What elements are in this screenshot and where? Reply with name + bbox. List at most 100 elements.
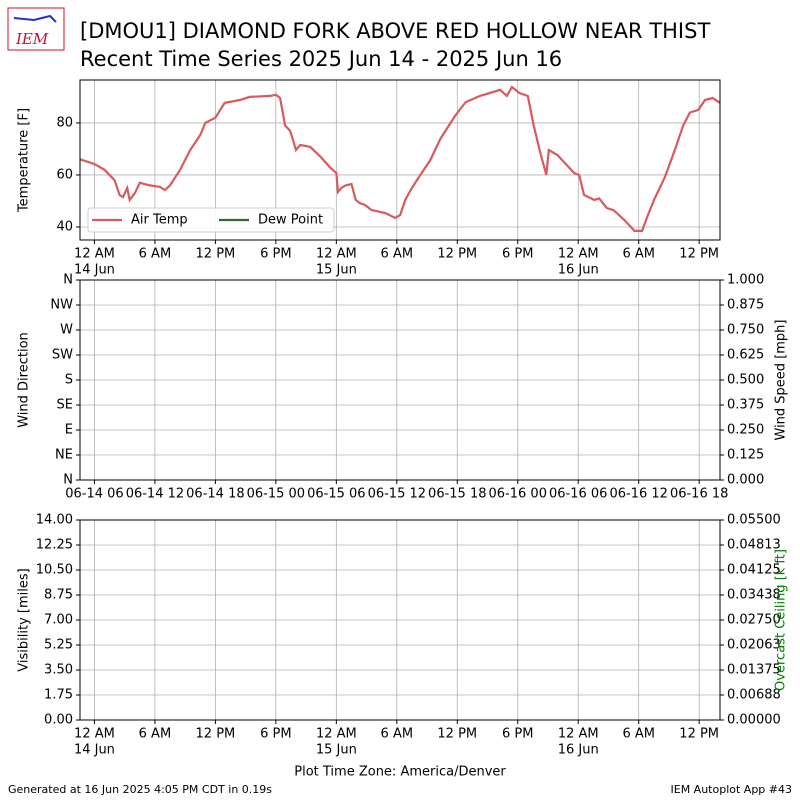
y-tick-label: 14.00 (36, 513, 73, 528)
y2-tick-label: 0.01375 (727, 663, 781, 678)
x-tick-label: 12 AM (558, 727, 599, 742)
plot-frame (79, 279, 721, 481)
x-tick-date: 15 Jun (316, 263, 357, 278)
x-tick-label: 12 PM (679, 727, 719, 742)
y-tick-label: 3.50 (44, 663, 73, 678)
y-tick-label: N (63, 273, 73, 288)
x-tick-label: 6 PM (260, 247, 291, 262)
y-axis-label: Wind Direction (17, 332, 32, 428)
y2-tick-label: 0.000 (727, 473, 764, 488)
y-tick-label: 12.25 (36, 538, 73, 553)
y-tick-label: NW (50, 298, 73, 313)
y2-tick-label: 0.250 (727, 423, 764, 438)
chart-title: [DMOU1] DIAMOND FORK ABOVE RED HOLLOW NE… (80, 19, 710, 43)
y-tick-label: 5.25 (44, 638, 73, 653)
x-tick-label: 06-16 12 (609, 487, 667, 502)
x-tick-label: 6 PM (502, 727, 533, 742)
y2-tick-label: 0.00688 (727, 688, 781, 703)
x-tick-label: 06-16 06 (549, 487, 607, 502)
x-tick-label: 12 PM (437, 727, 477, 742)
y2-tick-label: 0.875 (727, 298, 764, 313)
y-axis-label: Visibility [miles] (17, 568, 32, 671)
y2-tick-label: 0.04813 (727, 538, 781, 553)
x-tick-label: 12 AM (74, 727, 115, 742)
y-tick-label: E (65, 423, 73, 438)
x-tick-label: 06-16 18 (670, 487, 728, 502)
y2-tick-label: 0.03438 (727, 588, 781, 603)
y-tick-label: NE (55, 448, 73, 463)
y2-tick-label: 0.500 (727, 373, 764, 388)
x-tick-label: 06-15 18 (428, 487, 486, 502)
y2-tick-label: 0.04125 (727, 563, 781, 578)
x-tick-label: 6 AM (139, 247, 172, 262)
logo: IEM (7, 7, 65, 51)
x-axis-label: Plot Time Zone: America/Denver (294, 765, 506, 780)
legend: Air Temp Dew Point (87, 207, 335, 233)
x-tick-label: 6 AM (622, 247, 655, 262)
x-tick-date: 14 Jun (74, 263, 115, 278)
legend-label: Air Temp (131, 213, 188, 228)
x-tick-label: 12 AM (558, 247, 599, 262)
logo-icon (13, 14, 57, 23)
y-tick-label: N (63, 473, 73, 488)
y2-tick-label: 0.05500 (727, 513, 781, 528)
x-tick-label: 12 PM (196, 727, 236, 742)
y2-tick-label: 0.125 (727, 448, 764, 463)
x-tick-label: 06-16 00 (489, 487, 547, 502)
panel: N NE E SE S SW W NW N 0.000 0.125 0.250 0.375 0.500 0.… (17, 273, 789, 502)
x-tick-label: 6 PM (260, 727, 291, 742)
y-tick-label: 60 (56, 167, 73, 182)
plot-frame (79, 519, 721, 721)
logo-frame (7, 7, 65, 51)
y2-tick-label: 1.000 (727, 273, 764, 288)
y2-tick-label: 0.02750 (727, 613, 781, 628)
y2-tick-label: 0.00000 (727, 713, 781, 728)
y2-tick-label: 0.625 (727, 348, 764, 363)
x-tick-label: 6 AM (139, 727, 172, 742)
legend-box (87, 207, 335, 233)
y-tick-label: 7.00 (44, 613, 73, 628)
x-tick-label: 06-15 00 (247, 487, 305, 502)
series-line (79, 85, 721, 232)
y-tick-label: 40 (56, 219, 73, 234)
y-tick-label: 80 (56, 115, 73, 130)
x-tick-label: 6 AM (622, 727, 655, 742)
chart-subtitle: Recent Time Series 2025 Jun 14 - 2025 Ju… (80, 47, 562, 71)
x-tick-label: 12 PM (679, 247, 719, 262)
y-tick-label: 10.50 (36, 563, 73, 578)
y-tick-label: S (65, 373, 73, 388)
y2-tick-label: 0.02063 (727, 638, 781, 653)
footer-right: IEM Autoplot App #43 (671, 783, 793, 796)
y-axis-label: Temperature [F] (17, 108, 32, 213)
x-tick-label: 12 AM (316, 247, 357, 262)
x-tick-label: 06-14 18 (186, 487, 244, 502)
x-tick-label: 6 AM (381, 727, 414, 742)
legend-label: Dew Point (258, 213, 323, 228)
x-tick-label: 12 PM (196, 247, 236, 262)
logo-text: IEM (15, 30, 49, 48)
y-tick-label: W (60, 323, 73, 338)
footer-left: Generated at 16 Jun 2025 4:05 PM CDT in … (8, 783, 272, 796)
x-tick-date: 15 Jun (316, 743, 357, 758)
x-tick-label: 12 AM (316, 727, 357, 742)
x-tick-date: 16 Jun (558, 743, 599, 758)
x-tick-label: 06-14 12 (126, 487, 184, 502)
panel: 0.00 1.75 3.50 5.25 7.00 8.75 10.50 12.25 14.00 0… (17, 513, 789, 780)
y-tick-label: SE (57, 398, 73, 413)
y-tick-label: 8.75 (44, 588, 73, 603)
x-tick-label: 06-15 06 (307, 487, 365, 502)
x-tick-date: 16 Jun (558, 263, 599, 278)
x-tick-date: 14 Jun (74, 743, 115, 758)
y2-tick-label: 0.375 (727, 398, 764, 413)
y2-tick-label: 0.750 (727, 323, 764, 338)
x-tick-label: 6 AM (381, 247, 414, 262)
x-tick-label: 06-15 12 (368, 487, 426, 502)
y-tick-label: 0.00 (44, 713, 73, 728)
y2-axis-label: Overcast Ceiling [k ft] (774, 549, 789, 691)
x-tick-label: 12 PM (437, 247, 477, 262)
y2-axis-label: Wind Speed [mph] (774, 320, 789, 441)
x-tick-label: 6 PM (502, 247, 533, 262)
plot-frame (79, 79, 721, 241)
x-tick-label: 06-14 06 (65, 487, 123, 502)
